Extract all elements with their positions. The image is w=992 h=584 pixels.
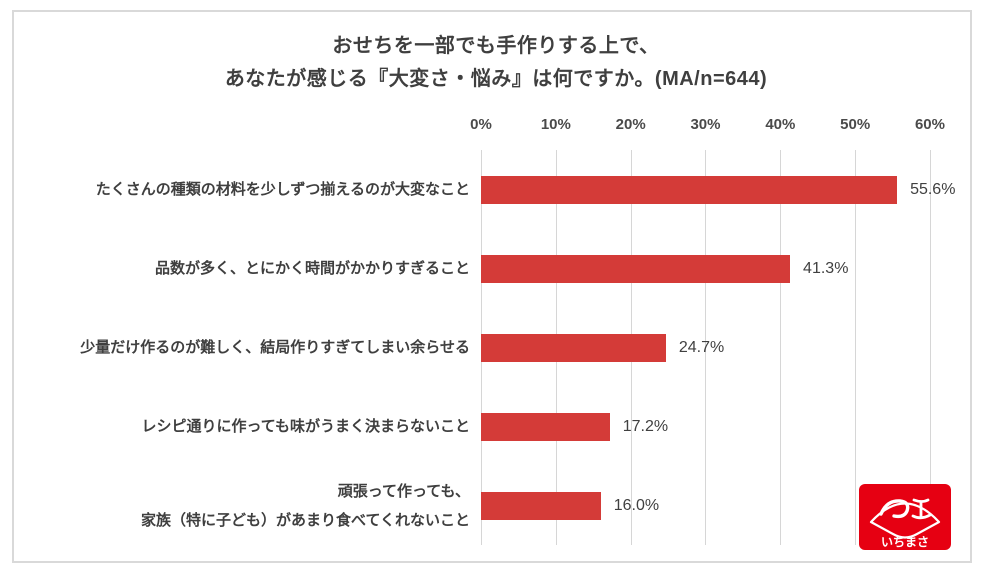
logo-text: いちまさ [881,535,929,549]
bar [481,175,898,204]
category-label: 品数が多く、とにかく時間がかかりすぎること [154,260,470,277]
value-label: 41.3% [803,259,849,277]
category-label: レシピ通りに作っても味がうまく決まらないこと [141,418,470,435]
x-tick-label: 30% [690,116,721,133]
x-tick-label: 60% [914,116,945,133]
ichimasa-logo: いちまさ [858,483,952,551]
value-label: 55.6% [910,180,956,198]
bar [481,254,791,283]
category-label: 少量だけ作るのが難しく、結局作りすぎてしまい余らせる [80,339,470,356]
bar [481,333,666,362]
x-tick-label: 40% [765,116,796,133]
x-tick-label: 50% [840,116,871,133]
value-label: 16.0% [613,496,660,514]
gridline [780,150,782,545]
x-tick-label: 0% [470,116,492,133]
category-label: たくさんの種類の材料を少しずつ揃えるのが大変なこと [95,181,470,198]
chart-title-line2: あなたが感じる『大変さ・悩み』は何ですか。(MA/n=644) [224,68,768,90]
bar [481,412,610,441]
value-label: 24.7% [678,338,725,356]
gridline [705,150,707,545]
value-label: 17.2% [622,417,669,435]
x-tick-label: 10% [540,116,571,133]
chart-title: おせちを一部でも手作りする上で、 あなたが感じる『大変さ・悩み』は何ですか。(M… [0,30,992,96]
fan-icon [869,498,941,539]
chart-frame [12,10,972,563]
gridline [855,150,857,545]
x-tick-label: 20% [615,116,646,133]
bar [481,491,601,520]
chart-title-line1: おせちを一部でも手作りする上で、 [332,35,660,57]
gridline [929,150,931,545]
category-label: 頑張って作っても、 家族（特に子ども）があまり食べてくれないこと [141,482,470,529]
